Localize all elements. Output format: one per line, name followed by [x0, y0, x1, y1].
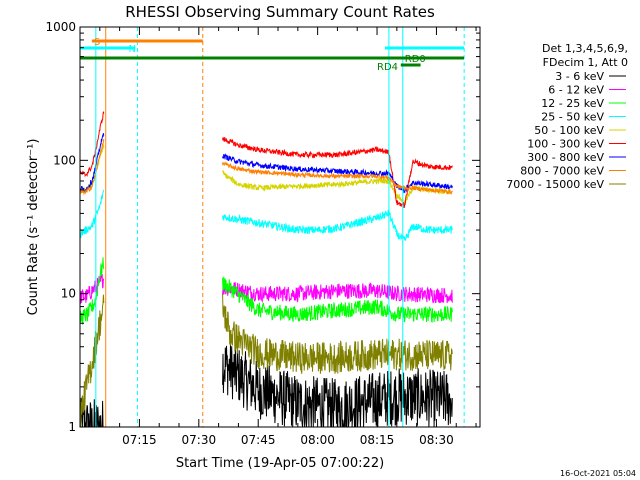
- series-line-3-0: [79, 189, 105, 239]
- series-line-8-1: [222, 293, 453, 374]
- axes-layer: 07:15 07:30 07:45 08:00 08:15 08:30 1 10 100 1000: [45, 20, 480, 447]
- legend-label-6: 300 - 800 keV: [527, 151, 604, 164]
- y-tick-label-0: 1: [68, 420, 76, 434]
- legend: Det 1,3,4,5,6,9, FDecim 1, Att 0 3 - 6 k…: [506, 42, 628, 191]
- series-line-5-1: [222, 137, 453, 209]
- series-line-6-0: [79, 133, 105, 193]
- x-tick-label-2: 07:45: [241, 433, 276, 447]
- y-tick-label-2: 100: [53, 153, 76, 167]
- series-line-5-0: [79, 111, 105, 178]
- status-bar-layer: S N RD0 RD4: [80, 37, 464, 73]
- series-line-8-0: [79, 294, 105, 428]
- x-tick-label-0: 07:15: [122, 433, 157, 447]
- series-line-1-1: [222, 282, 453, 304]
- y-tick-label-1: 10: [61, 287, 76, 301]
- x-tick-label-5: 08:30: [419, 433, 454, 447]
- status-label-3: RD4: [377, 62, 398, 73]
- legend-label-8: 7000 - 15000 keV: [506, 178, 604, 191]
- legend-label-7: 800 - 7000 keV: [520, 165, 604, 178]
- legend-label-4: 50 - 100 keV: [534, 124, 604, 137]
- vline-layer: [95, 27, 465, 427]
- data-layer: [79, 111, 453, 428]
- series-line-6-1: [222, 153, 453, 194]
- status-label-2: RD0: [405, 54, 426, 65]
- series-line-2-1: [222, 276, 453, 323]
- y-axis-label: Count Rate (s⁻¹ detector⁻¹): [26, 139, 41, 316]
- status-label-1: N: [128, 44, 135, 55]
- legend-header-2: FDecim 1, Att 0: [543, 56, 628, 69]
- chart-title: RHESSI Observing Summary Count Rates: [125, 3, 435, 21]
- series-line-7-1: [222, 161, 453, 196]
- footer-date: 16-Oct-2021 05:04: [560, 469, 636, 478]
- series-line-3-1: [222, 209, 453, 241]
- legend-label-2: 12 - 25 keV: [541, 97, 604, 110]
- legend-label-5: 100 - 300 keV: [527, 138, 604, 151]
- x-tick-label-1: 07:30: [182, 433, 217, 447]
- series-line-7-0: [79, 139, 105, 196]
- legend-label-1: 6 - 12 keV: [548, 84, 604, 97]
- legend-header-1: Det 1,3,4,5,6,9,: [542, 42, 628, 55]
- x-axis-label: Start Time (19-Apr-05 07:00:22): [176, 456, 384, 471]
- plot-frame: [79, 26, 481, 428]
- status-label-0: S: [94, 37, 100, 48]
- series-line-0-0: [79, 397, 104, 428]
- x-tick-label-4: 08:15: [360, 433, 395, 447]
- legend-label-0: 3 - 6 keV: [555, 70, 604, 83]
- legend-label-3: 25 - 50 keV: [541, 111, 604, 124]
- x-tick-label-3: 08:00: [300, 433, 335, 447]
- series-line-2-0: [79, 257, 105, 325]
- y-tick-label-3: 1000: [45, 20, 76, 34]
